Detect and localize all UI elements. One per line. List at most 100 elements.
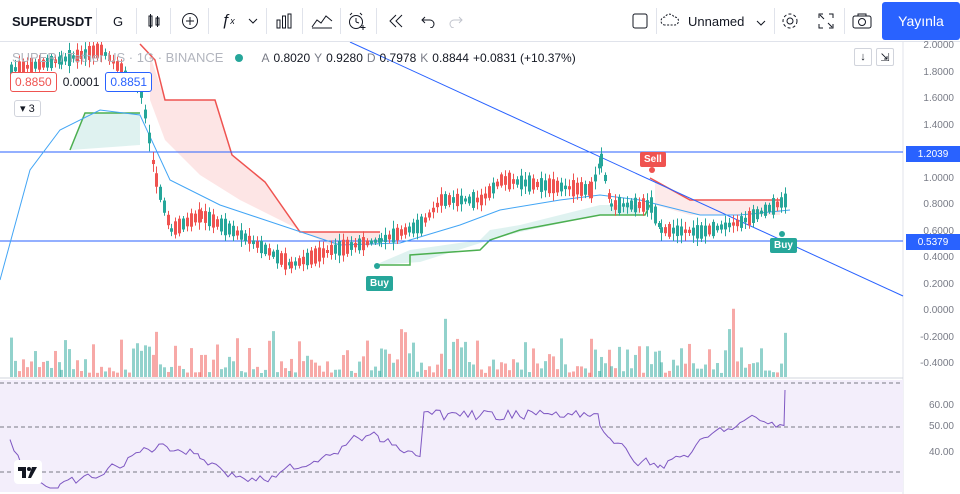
candle-body <box>318 247 321 262</box>
replay-icon[interactable] <box>382 4 410 38</box>
price-axis-tick: 0.4000 <box>923 252 954 263</box>
volume-bar <box>396 359 399 377</box>
volume-bar <box>240 371 243 377</box>
candle-body <box>480 194 483 206</box>
candle-body <box>148 132 151 144</box>
candle-body <box>500 174 503 186</box>
volume-bar <box>400 329 403 377</box>
volume-bar <box>704 364 707 377</box>
candle-body <box>42 59 45 68</box>
price-chart[interactable] <box>0 42 960 494</box>
toolbar-divider <box>844 8 845 34</box>
fullscreen-toggle-icon[interactable] <box>626 4 654 38</box>
chart-area[interactable] <box>0 42 960 494</box>
sell-price-box[interactable]: 0.8850 <box>10 72 57 92</box>
candle-body <box>167 214 170 226</box>
candle-body <box>460 195 463 205</box>
volume-bar <box>174 345 177 377</box>
volume-bar <box>155 331 158 377</box>
symbol-search-button[interactable]: SUPERUSDT <box>12 13 93 29</box>
candle-body <box>642 198 645 212</box>
candle-body <box>668 224 671 237</box>
volume-bar <box>696 368 699 377</box>
volume-bar <box>10 337 13 377</box>
publish-button[interactable]: Yayınla <box>882 2 960 40</box>
maximize-pane-icon[interactable]: ⇲ <box>876 48 894 66</box>
volume-bar <box>72 369 75 377</box>
supertrend-down-line <box>139 43 380 233</box>
candle-body <box>524 179 527 187</box>
volume-bar <box>564 364 567 377</box>
volume-bar <box>614 368 617 377</box>
tradingview-logo-icon[interactable] <box>14 460 42 484</box>
volume-bar <box>712 369 715 377</box>
candle-body <box>240 230 243 240</box>
volume-bar <box>658 350 661 377</box>
expand-icon[interactable] <box>812 4 840 38</box>
change-value: +0.0831 (+10.37%) <box>472 50 576 65</box>
alert-icon[interactable] <box>342 4 372 38</box>
volume-bar <box>580 366 583 377</box>
undo-icon[interactable] <box>414 4 442 38</box>
volume-bar <box>598 370 601 377</box>
bar-chart-icon[interactable] <box>142 4 166 38</box>
candle-body <box>672 227 675 234</box>
pane-controls: ↓ ⇲ <box>854 48 894 66</box>
settings-icon[interactable] <box>776 4 804 38</box>
candle-body <box>30 57 33 75</box>
candle-body <box>548 178 551 194</box>
candle-body <box>54 59 57 64</box>
cloud-icon <box>660 13 680 30</box>
sell-signal-dot <box>649 167 655 173</box>
compare-icon[interactable] <box>270 4 298 38</box>
interval-button[interactable]: G <box>112 13 124 29</box>
redo-icon[interactable] <box>442 4 470 38</box>
close-key: K <box>420 50 429 65</box>
candle-body <box>634 197 637 213</box>
volume-bar <box>64 340 67 377</box>
volume-bar <box>736 361 739 377</box>
arrow-down-icon[interactable]: ↓ <box>854 48 872 66</box>
layout-name-button[interactable]: Unnamed <box>660 4 772 38</box>
volume-bar <box>220 369 223 377</box>
volume-bar <box>440 353 443 377</box>
camera-icon[interactable] <box>848 4 876 38</box>
candle-body <box>784 193 787 208</box>
volume-bar <box>552 356 555 377</box>
volume-bar <box>232 361 235 377</box>
add-indicator-icon[interactable] <box>176 4 204 38</box>
volume-bar <box>626 349 629 377</box>
chevron-down-icon[interactable] <box>244 4 262 38</box>
volume-bar <box>650 364 653 377</box>
candle-body <box>366 240 369 246</box>
candle-body <box>752 209 755 223</box>
candle-body <box>736 219 739 227</box>
volume-bar <box>610 366 613 377</box>
volume-bar <box>604 363 607 377</box>
volume-bar <box>136 343 139 377</box>
volume-bar <box>310 359 313 377</box>
sell-signal-label: Sell <box>640 152 666 167</box>
candle-body <box>436 202 439 208</box>
candle-body <box>464 198 467 202</box>
rsi-axis-tick: 40.00 <box>928 447 954 458</box>
candle-body <box>50 55 53 69</box>
trade-prices: 0.8850 0.0001 0.8851 <box>10 72 153 92</box>
candle-body <box>294 261 297 266</box>
high-value: 0.9280 <box>326 50 363 65</box>
volume-bar <box>280 361 283 377</box>
toolbar-divider <box>266 8 267 34</box>
templates-icon[interactable] <box>306 4 338 38</box>
volume-bar <box>148 346 151 377</box>
buy-price-box[interactable]: 0.8851 <box>105 72 153 92</box>
candle-body <box>200 211 203 219</box>
candle-body <box>658 222 661 228</box>
volume-bar <box>354 372 357 377</box>
candle-body <box>310 250 313 265</box>
volume-bar <box>350 370 353 377</box>
candle-body <box>232 225 235 237</box>
spread-value: 0.0001 <box>62 75 100 89</box>
candle-body <box>728 222 731 228</box>
indicator-toggle[interactable]: ▾ 3 <box>14 100 41 117</box>
